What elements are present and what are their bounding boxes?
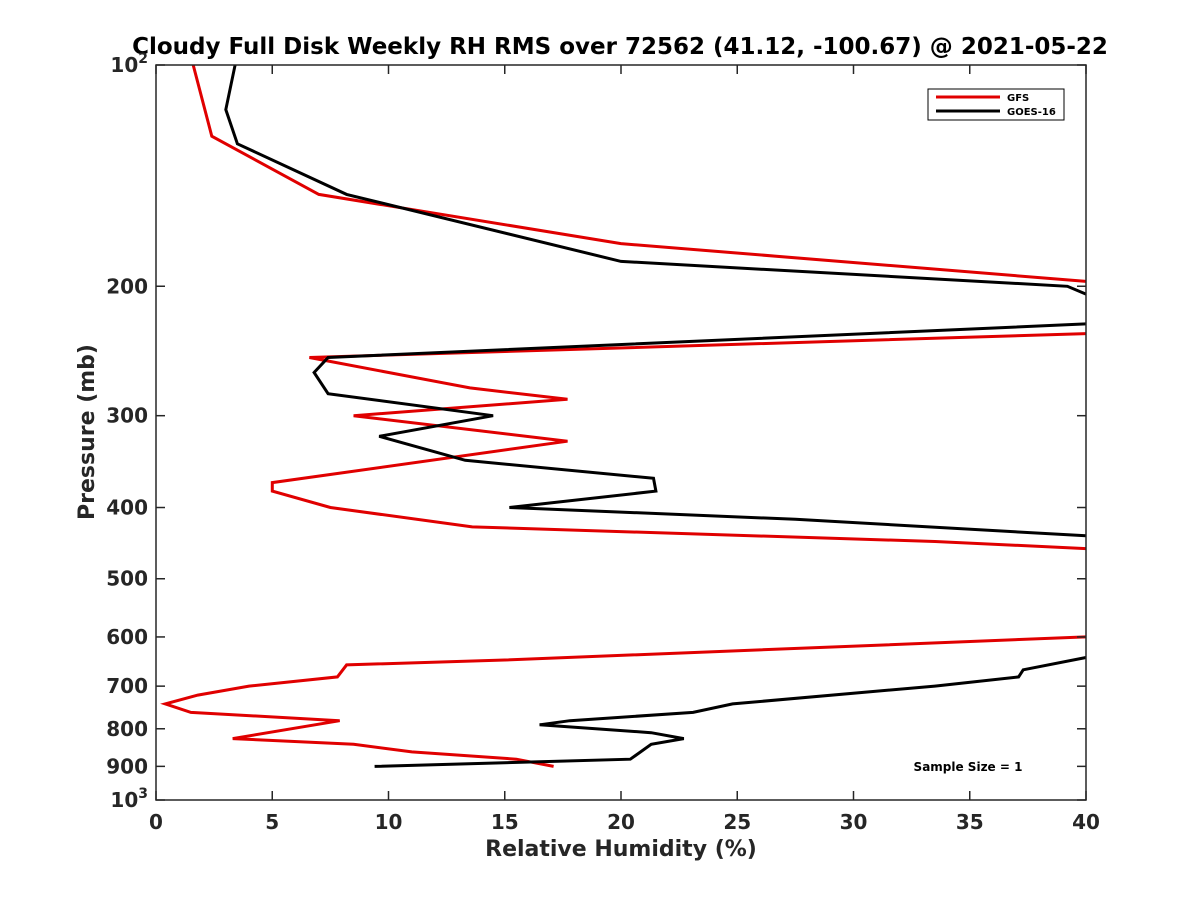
y-tick-label: 400 (106, 496, 148, 520)
y-tick-label: 300 (106, 404, 148, 428)
x-tick-label: 20 (607, 810, 635, 834)
x-tick-label: 10 (375, 810, 403, 834)
y-tick-label: 800 (106, 717, 148, 741)
y-tick-label: 103 (110, 786, 148, 812)
y-tick-label: 600 (106, 625, 148, 649)
y-tick-label: 700 (106, 674, 148, 698)
x-tick-label: 30 (840, 810, 868, 834)
x-axis-label: Relative Humidity (%) (485, 837, 757, 862)
x-tick-label: 5 (265, 810, 279, 834)
legend-entry-label: GFS (1007, 93, 1029, 104)
legend: GFS GOES-16 (927, 88, 1065, 121)
x-tick-label: 15 (491, 810, 519, 834)
x-tick-label: 0 (149, 810, 163, 834)
y-tick-layer: 102 200 300 400 500 600 700 800 900 103 (106, 51, 1086, 812)
y-tick-label: 102 (110, 51, 148, 77)
y-tick-label: 900 (106, 754, 148, 778)
legend-box (927, 88, 1065, 121)
x-tick-label: 25 (723, 810, 751, 834)
y-tick-label: 500 (106, 567, 148, 591)
sample-size-annotation: Sample Size = 1 (914, 760, 1023, 774)
series-line-gfs (160, 64, 1087, 768)
x-tick-layer: 0 5 10 15 20 25 30 35 40 (149, 65, 1100, 834)
chart-title: Cloudy Full Disk Weekly RH RMS over 7256… (132, 34, 1108, 60)
x-tick-label: 40 (1072, 810, 1100, 834)
series-layer (160, 64, 1087, 768)
x-tick-label: 35 (956, 810, 984, 834)
legend-entry-label: GOES-16 (1007, 107, 1056, 118)
plot-frame (155, 64, 1087, 801)
y-axis-label: Pressure (mb) (75, 344, 100, 520)
series-line-goes16 (224, 64, 1087, 768)
y-tick-label: 200 (106, 274, 148, 298)
